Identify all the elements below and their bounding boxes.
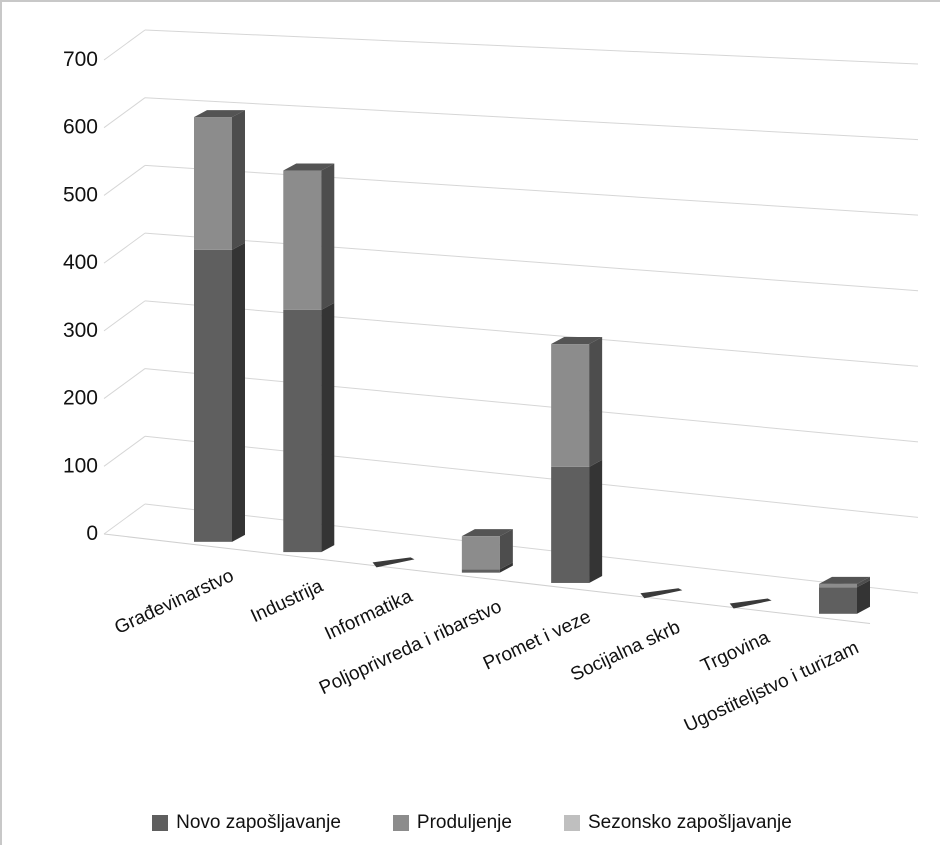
gridline <box>144 435 919 518</box>
bar-side <box>232 110 245 250</box>
chart-plot: 0 100 200 300 400 500 600 700 Građevinarstvo Ind… <box>63 29 919 737</box>
bar-top <box>819 576 870 584</box>
bar-segment <box>461 536 500 570</box>
gridline <box>144 232 919 292</box>
bar-side <box>499 562 513 573</box>
legend-item: Novo zapošljavanje <box>152 812 341 834</box>
bar-side <box>499 529 513 570</box>
category-label: Informatika <box>322 586 416 645</box>
gridline-depth <box>103 29 146 61</box>
gridline-depth <box>103 232 146 264</box>
legend-swatch <box>563 815 580 831</box>
gridline <box>144 164 919 216</box>
bar-stack <box>819 576 870 614</box>
y-tick-label: 500 <box>63 183 98 206</box>
bar-side <box>857 580 870 614</box>
bar-side <box>321 302 335 553</box>
bar-segment <box>461 569 500 573</box>
bar-flat <box>729 598 772 609</box>
gridline <box>144 368 919 443</box>
bar-stack <box>283 163 335 553</box>
y-tick-label: 700 <box>63 48 98 71</box>
gridline <box>144 97 919 141</box>
category-label: Trgovina <box>698 627 774 677</box>
bar-side <box>589 459 603 583</box>
gridline <box>144 503 919 594</box>
bar-stack <box>551 337 603 583</box>
bar-segment <box>551 466 590 583</box>
category-label: Poljoprivreda i ribarstvo <box>316 596 505 699</box>
bar-stack <box>640 588 683 599</box>
y-tick-label: 600 <box>63 116 98 139</box>
bar-segment <box>283 170 322 310</box>
bar-segment <box>283 309 322 553</box>
gridline <box>144 29 919 65</box>
gridline-depth <box>103 503 146 535</box>
gridline <box>144 300 919 367</box>
gridline-depth <box>103 165 146 196</box>
bar-segment <box>194 249 232 542</box>
legend-item: Produljenje <box>392 812 512 834</box>
bar-top <box>283 163 335 171</box>
bars <box>194 110 870 614</box>
legend-label: Produljenje <box>416 812 512 833</box>
y-tick-label: 200 <box>63 387 98 410</box>
bar-stack <box>372 557 415 568</box>
bar-flat <box>372 557 415 568</box>
bar-top <box>551 337 603 345</box>
y-axis-ticks: 0 100 200 300 400 500 600 700 <box>63 48 98 545</box>
gridline-depth <box>103 97 146 129</box>
legend-label: Novo zapošljavanje <box>176 812 341 833</box>
category-label: Industrija <box>248 575 327 627</box>
bar-side <box>857 576 870 588</box>
bar-segment <box>551 344 590 467</box>
bar-top <box>194 110 245 118</box>
y-tick-label: 100 <box>63 454 98 477</box>
legend-swatch <box>392 815 409 831</box>
gridline-depth <box>103 300 146 332</box>
legend-swatch <box>152 815 169 831</box>
bar-segment <box>819 587 857 614</box>
y-tick-label: 0 <box>86 522 98 545</box>
bar-segment <box>194 117 232 250</box>
bar-stack <box>461 529 513 573</box>
bar-side <box>321 163 335 310</box>
category-label: Građevinarstvo <box>111 565 237 638</box>
legend-label: Sezonsko zapošljavanje <box>587 812 792 833</box>
gridlines <box>103 29 919 624</box>
gridline-depth <box>103 368 146 399</box>
y-tick-label: 400 <box>63 251 98 274</box>
bar-top <box>461 529 513 537</box>
bar-stack <box>194 110 245 542</box>
bar-flat <box>640 588 683 599</box>
gridline-depth <box>103 435 146 467</box>
floor-front-edge <box>103 533 871 624</box>
category-labels: Građevinarstvo IndustrijaInformatikaPoljo… <box>111 565 862 736</box>
bar-side <box>589 337 603 467</box>
legend-item: Sezonsko zapošljavanje <box>563 812 792 834</box>
y-tick-label: 300 <box>63 319 98 342</box>
bar-side <box>232 242 245 542</box>
bar-stack <box>729 598 772 609</box>
legend: Novo zapošljavanje Produljenje Sezonsko za… <box>0 808 944 838</box>
bar-segment <box>819 583 857 588</box>
